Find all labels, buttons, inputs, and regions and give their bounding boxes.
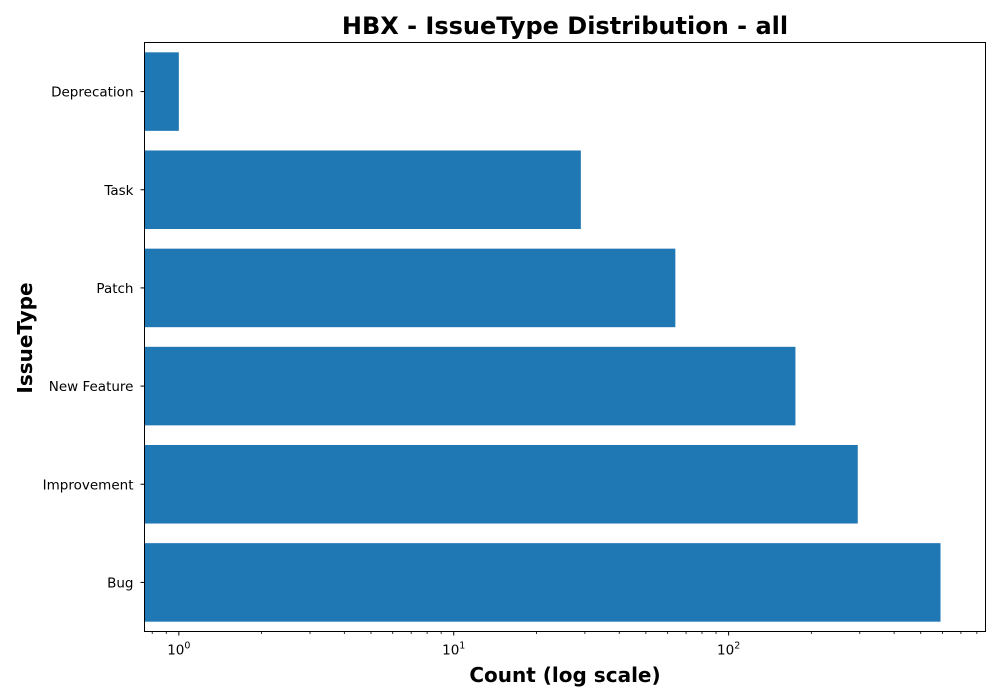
x-tick-label: 101 <box>442 641 465 659</box>
bar-deprecation <box>144 52 179 131</box>
bar-new-feature <box>144 346 796 426</box>
x-tick-label: 102 <box>717 641 740 659</box>
bars-layer <box>144 52 941 622</box>
y-axis-label: IssueType <box>13 282 37 393</box>
plot-frame <box>144 42 986 632</box>
chart-title: HBX - IssueType Distribution - all <box>342 12 788 40</box>
bar-patch <box>144 248 676 328</box>
y-ticks-layer: Bug Improvement New Feature Patch Task Deprec… <box>43 85 145 591</box>
y-tick-label: New Feature <box>49 379 134 395</box>
y-tick-label: Deprecation <box>51 85 133 101</box>
y-tick-label: Task <box>103 183 133 199</box>
x-axis-label: Count (log scale) <box>469 663 660 687</box>
bar-improvement <box>144 444 858 524</box>
y-tick-label: Patch <box>96 281 133 297</box>
x-ticks-layer: 100 101 102 <box>151 631 978 659</box>
bar-bug <box>144 543 941 622</box>
y-tick-label: Bug <box>107 575 133 591</box>
y-tick-label: Improvement <box>43 477 134 493</box>
x-tick-label: 100 <box>167 641 190 659</box>
bar-task <box>144 150 581 230</box>
